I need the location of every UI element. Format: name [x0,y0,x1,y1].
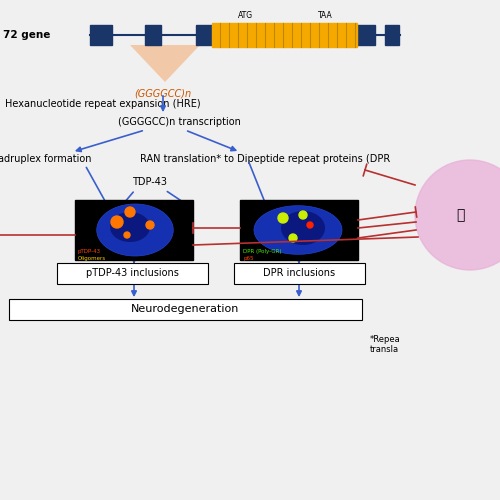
Circle shape [307,222,313,228]
Bar [75,200,193,260]
Circle shape [125,207,135,217]
Text: Hexanucleotide repeat expansion (HRE): Hexanucleotide repeat expansion (HRE) [5,99,200,109]
Circle shape [289,234,297,242]
Circle shape [124,232,130,238]
Bar [355,25,375,45]
Bar [90,25,112,45]
Text: pTDP-43: pTDP-43 [78,249,101,254]
Text: ATG: ATG [238,11,252,20]
Bar [212,23,357,47]
FancyBboxPatch shape [234,262,364,283]
Text: transla: transla [370,346,399,354]
Circle shape [278,213,288,223]
Text: adruplex formation: adruplex formation [0,154,92,164]
Bar [240,200,358,260]
Bar [145,25,161,45]
Text: p65: p65 [243,256,254,261]
Bar [196,25,212,45]
Polygon shape [254,206,342,254]
Text: DPR (Poly-GR): DPR (Poly-GR) [243,249,282,254]
Polygon shape [110,212,150,242]
Circle shape [146,221,154,229]
FancyBboxPatch shape [8,298,362,320]
Polygon shape [130,45,200,82]
Text: RAN translation* to Dipeptide repeat proteins (DPR: RAN translation* to Dipeptide repeat pro… [140,154,390,164]
Polygon shape [97,204,174,256]
Text: 72 gene: 72 gene [2,30,50,40]
Text: TAA: TAA [318,11,332,20]
Text: *Repea: *Repea [370,336,401,344]
FancyBboxPatch shape [56,262,208,283]
Circle shape [299,211,307,219]
Text: Oligomers: Oligomers [78,256,106,261]
Polygon shape [281,211,325,245]
Text: 🔬: 🔬 [456,208,464,222]
Text: (GGGGCC)n transcription: (GGGGCC)n transcription [118,117,241,127]
Text: pTDP-43 inclusions: pTDP-43 inclusions [86,268,178,278]
Circle shape [415,160,500,270]
Text: DPR inclusions: DPR inclusions [263,268,335,278]
Text: TDP-43: TDP-43 [132,177,168,187]
Text: (GGGGCC)n: (GGGGCC)n [134,88,192,98]
Bar [385,25,399,45]
Text: Neurodegeneration: Neurodegeneration [131,304,239,314]
Circle shape [111,216,123,228]
